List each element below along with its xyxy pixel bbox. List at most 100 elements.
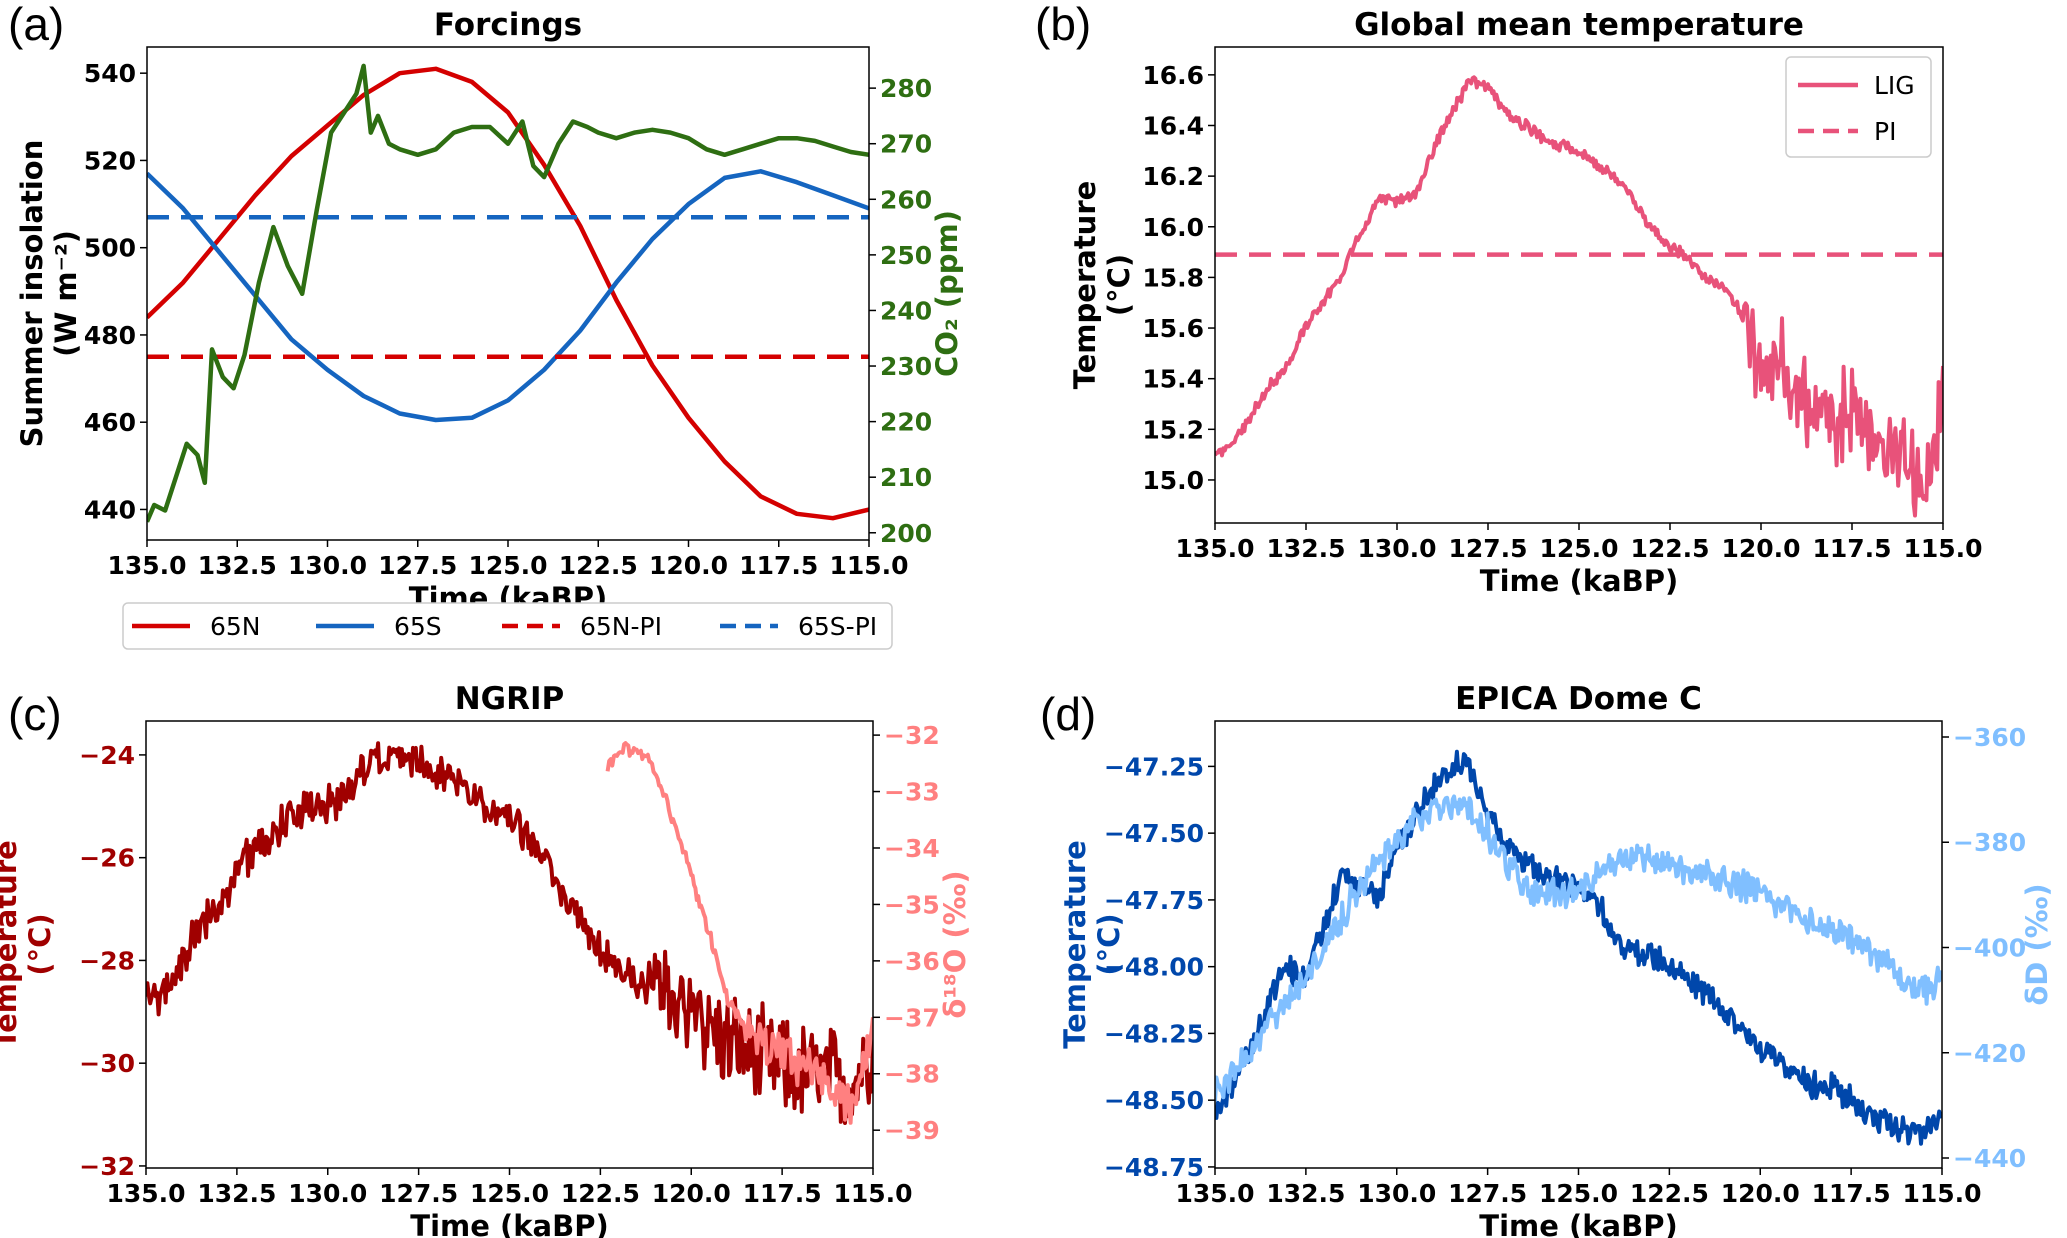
x-tick-label: 132.5 xyxy=(197,1179,276,1208)
x-axis-label: Time (kaBP) xyxy=(1480,564,1678,598)
y2-tick-label: −38 xyxy=(884,1060,940,1089)
y-axis-label-line: (°C) xyxy=(23,913,57,975)
legend-label: LIG xyxy=(1874,71,1915,100)
chart-title: NGRIP xyxy=(455,681,565,717)
legend: 65N 65S 65N-PI 65S-PI xyxy=(122,602,893,650)
panel-label: (a) xyxy=(8,0,64,50)
legend: LIG PI xyxy=(1785,56,1932,158)
panel-c-ngrip: (c) NGRIP 135.0 132.5 130.0 127.5 125.0 122.5 12… xyxy=(0,681,972,1238)
y-tick-label: 16.6 xyxy=(1142,61,1204,90)
y-axis-label-line: Temperature xyxy=(1058,840,1092,1049)
x-tick-label: 120.0 xyxy=(1721,534,1800,563)
x-tick-label: 125.0 xyxy=(468,551,547,580)
y2-tick-label: 280 xyxy=(880,74,932,103)
series-line-ngrip-18o xyxy=(605,741,873,1125)
series-line-edc-d xyxy=(1215,794,1942,1102)
y-tick-label: −47.25 xyxy=(1104,752,1204,781)
y-axis-label-line: Temperature xyxy=(1068,181,1102,390)
y2-tick-label: 260 xyxy=(880,185,932,214)
y2-tick-label: −360 xyxy=(1953,723,2026,752)
panel-a-forcings: (a) Forcings 135.0 132.5 130.0 127.5 125.0 122.… xyxy=(8,0,964,650)
y-tick-label: −47.50 xyxy=(1104,819,1204,848)
y-tick-label: −32 xyxy=(79,1152,135,1181)
y-axis-label-line: (W m⁻²) xyxy=(49,230,83,357)
y-axis-label: Temperature(°C) xyxy=(1058,840,1126,1049)
y2-tick-label: −37 xyxy=(884,1003,940,1032)
x-tick-label: 127.5 xyxy=(1448,534,1527,563)
y-tick-label: −48.50 xyxy=(1104,1086,1204,1115)
x-tick-label: 127.5 xyxy=(1448,1179,1527,1208)
legend-item: PI xyxy=(1798,117,1896,146)
legend-frame xyxy=(1785,56,1932,158)
x-tick-label: 117.5 xyxy=(1812,1179,1891,1208)
y-axis-label: Temperature(°C) xyxy=(1068,181,1136,390)
x-tick-label: 132.5 xyxy=(198,551,277,580)
series-line-co2 xyxy=(147,63,869,523)
y2-tick-label: 250 xyxy=(880,241,932,270)
y2-tick-label: −420 xyxy=(1953,1039,2026,1068)
y2-axis-label: δD (‰) xyxy=(2020,883,2054,1005)
x-tick-label: 132.5 xyxy=(1266,1179,1345,1208)
x-tick-label: 132.5 xyxy=(1266,534,1345,563)
series-line-ngrip-temperature xyxy=(146,741,873,1125)
y2-tick-label: 200 xyxy=(880,519,932,548)
series-group xyxy=(146,741,873,1125)
y-tick-label: −48.00 xyxy=(1104,953,1204,982)
legend-item: 65S-PI xyxy=(720,612,877,641)
x-tick-label: 130.0 xyxy=(1357,534,1436,563)
y-tick-label: 15.2 xyxy=(1142,415,1204,444)
x-tick-label: 127.5 xyxy=(378,551,457,580)
x-tick-label: 125.0 xyxy=(470,1179,549,1208)
y2-axis-label: δ¹⁸O (‰) xyxy=(938,870,972,1018)
y2-tick-label: 240 xyxy=(880,296,932,325)
x-axis-label: Time (kaBP) xyxy=(1479,1209,1677,1238)
chart-title: Global mean temperature xyxy=(1354,7,1804,43)
chart-title: Forcings xyxy=(434,7,582,43)
series-line-65n xyxy=(147,66,869,521)
x-tick-label: 115.0 xyxy=(1903,534,1982,563)
legend-item: LIG xyxy=(1798,71,1915,100)
x-tick-label: 125.0 xyxy=(1539,1179,1618,1208)
y-tick-label: 16.2 xyxy=(1142,162,1204,191)
panel-label: (b) xyxy=(1035,0,1091,50)
legend-item: 65N xyxy=(132,612,261,641)
y-tick-label: −30 xyxy=(79,1049,135,1078)
panel-d-epica-dome-c: (d) EPICA Dome C 135.0 132.5 130.0 127.5 125.0… xyxy=(1040,681,2054,1238)
y2-tick-label: −35 xyxy=(884,890,940,919)
legend-item: 65S xyxy=(316,612,442,641)
x-tick-label: 135.0 xyxy=(1175,534,1254,563)
y-tick-label: 15.6 xyxy=(1142,314,1204,343)
y-tick-label: 480 xyxy=(84,321,136,350)
y2-tick-label: 210 xyxy=(880,463,932,492)
y-axis-label-line: (°C) xyxy=(1092,913,1126,975)
series-group xyxy=(1215,75,1943,518)
x-tick-label: 122.5 xyxy=(561,1179,640,1208)
x-tick-label: 120.0 xyxy=(652,1179,731,1208)
x-tick-label: 122.5 xyxy=(1630,1179,1709,1208)
legend-label: 65S-PI xyxy=(798,612,877,641)
y-tick-label: 16.0 xyxy=(1142,213,1204,242)
y2-tick-label: −34 xyxy=(884,834,940,863)
y-tick-label: −47.75 xyxy=(1104,886,1204,915)
y-tick-label: −28 xyxy=(79,946,135,975)
x-tick-label: 120.0 xyxy=(649,551,728,580)
y-tick-label: 16.4 xyxy=(1142,111,1204,140)
legend-label: 65N xyxy=(210,612,261,641)
plot-frame xyxy=(145,720,874,1169)
y2-tick-label: −380 xyxy=(1953,828,2026,857)
y2-tick-label: −400 xyxy=(1953,933,2026,962)
y2-tick-label: −32 xyxy=(884,721,940,750)
legend-label: 65S xyxy=(394,612,442,641)
y-tick-label: −26 xyxy=(79,844,135,873)
series-group xyxy=(147,63,869,523)
legend-label: 65N-PI xyxy=(580,612,662,641)
x-tick-label: 127.5 xyxy=(379,1179,458,1208)
x-tick-label: 117.5 xyxy=(743,1179,822,1208)
y-axis-label: Temperature(°C) xyxy=(0,840,57,1049)
panel-b-global-mean-temperature: (b) Global mean temperature 135.0 132.5 130.… xyxy=(1035,0,1983,598)
panel-label: (d) xyxy=(1040,688,1096,740)
x-tick-label: 135.0 xyxy=(1175,1179,1254,1208)
y-axis-label-line: Summer insolation xyxy=(15,140,49,448)
x-tick-label: 115.0 xyxy=(833,1179,912,1208)
